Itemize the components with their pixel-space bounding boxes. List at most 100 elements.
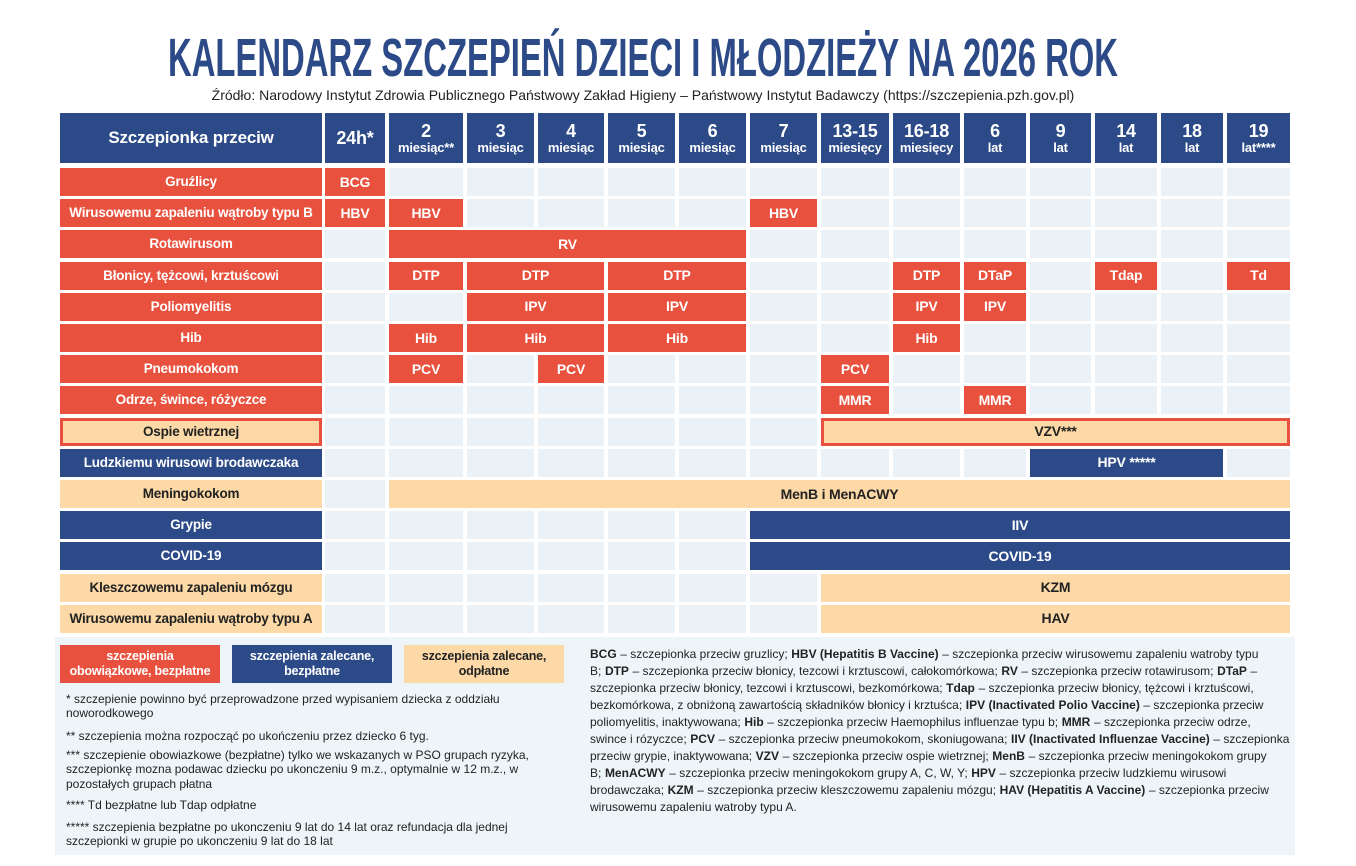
vaccine-cell: IPV xyxy=(467,292,604,321)
abbreviation-description: – szczepionka przeciw meningokokom grupy… xyxy=(590,749,1267,781)
vaccine-cell: IIV xyxy=(750,511,1290,540)
empty-cell xyxy=(964,199,1026,228)
empty-cell xyxy=(538,448,604,477)
abbreviation-description: – szczepionka przeciw kleszczowemu zapal… xyxy=(697,783,997,798)
vaccine-cell: Hib xyxy=(893,324,960,352)
abbreviation-description: – szczepionka przeciw ludzkiemu wirusowi… xyxy=(590,766,1227,798)
header-bottom: miesięcy xyxy=(828,139,882,155)
empty-cell xyxy=(1030,168,1091,196)
empty-cell xyxy=(679,417,746,446)
empty-cell xyxy=(538,168,604,196)
empty-cell xyxy=(1161,168,1223,196)
row-label: Odrze, śwince, różyczce xyxy=(60,386,322,415)
empty-cell xyxy=(1161,324,1223,352)
empty-cell xyxy=(821,168,889,196)
vaccine-cell: DTP xyxy=(467,261,604,290)
empty-cell xyxy=(821,261,889,290)
empty-cell xyxy=(964,168,1026,196)
empty-cell xyxy=(538,417,604,446)
row-label: Ospie wietrznej xyxy=(60,417,322,446)
vaccine-cell: BCG xyxy=(325,168,385,196)
empty-cell xyxy=(679,448,746,477)
empty-cell xyxy=(1161,386,1223,415)
row-label: Meningokokom xyxy=(60,480,322,508)
row-label: Kleszczowemu zapaleniu mózgu xyxy=(60,573,322,602)
header-cell: 3 miesiąc xyxy=(467,113,534,163)
empty-cell xyxy=(1161,261,1223,290)
empty-cell xyxy=(750,261,817,290)
empty-cell xyxy=(1227,168,1290,196)
title: KALENDARZ SZCZEPIEŃ DZIECI I MŁODZIEŻY N… xyxy=(168,28,1118,88)
empty-cell xyxy=(1161,292,1223,321)
header-top: 19 xyxy=(1248,120,1269,141)
vaccine-cell: DTP xyxy=(389,261,463,290)
vaccine-cell: PCV xyxy=(538,355,604,384)
vaccine-cell: HPV ***** xyxy=(1030,448,1223,477)
header-bottom: miesiąc xyxy=(547,139,595,155)
header-cell: 18 lat xyxy=(1161,113,1223,163)
empty-cell xyxy=(964,230,1026,259)
empty-cell xyxy=(679,604,746,633)
abbreviation: MMR xyxy=(1061,715,1091,730)
empty-cell xyxy=(608,511,675,540)
header-bottom: miesięcy xyxy=(899,139,954,155)
empty-cell xyxy=(1227,292,1290,321)
vaccine-cell: MMR xyxy=(821,386,889,415)
empty-cell xyxy=(1095,355,1157,384)
header-cell: Szczepionka przeciw xyxy=(60,113,322,163)
empty-cell xyxy=(389,604,463,633)
abbreviation: KZM xyxy=(667,783,694,798)
header-cell: 5 miesiąc xyxy=(608,113,675,163)
empty-cell xyxy=(1161,355,1223,384)
footnote: *** szczepienie obowiazkowe (bezpłatne) … xyxy=(66,748,529,791)
empty-cell xyxy=(1030,324,1091,352)
header-top: 14 xyxy=(1116,120,1136,141)
row-label: Poliomyelitis xyxy=(60,292,322,321)
empty-cell xyxy=(325,604,385,633)
empty-cell xyxy=(893,230,960,259)
header-cell: 4 miesiąc xyxy=(538,113,604,163)
footnote: **** Td bezpłatne lub Tdap odpłatne xyxy=(66,798,257,812)
header-cell: 14 lat xyxy=(1095,113,1157,163)
empty-cell xyxy=(467,168,534,196)
legend-box: szczepienia zalecane, bezpłatne xyxy=(232,645,392,683)
abbreviation-description: – szczepionka przeciw ospie wietrznej; xyxy=(782,749,989,764)
header-top: 16-18 xyxy=(903,120,950,141)
empty-cell xyxy=(538,573,604,602)
empty-cell xyxy=(389,168,463,196)
empty-cell xyxy=(893,199,960,228)
header-bottom: lat xyxy=(987,139,1003,155)
header-bottom: lat**** xyxy=(1241,139,1276,155)
vaccine-cell: IPV xyxy=(608,292,746,321)
abbreviation: MenACWY xyxy=(604,766,666,781)
footnote: * szczepienie powinno być przeprowadzone… xyxy=(66,692,500,721)
header-bottom: miesiąc** xyxy=(397,139,455,155)
row-label: Grypie xyxy=(60,511,322,540)
abbreviation: DTP xyxy=(604,664,629,679)
header-cell: 6 miesiąc xyxy=(679,113,746,163)
empty-cell xyxy=(750,355,817,384)
header-top: 9 xyxy=(1055,120,1066,141)
vaccine-cell: Tdap xyxy=(1095,261,1157,290)
vaccine-cell: Hib xyxy=(389,324,463,352)
empty-cell xyxy=(325,292,385,321)
header-cell: 9 lat xyxy=(1030,113,1091,163)
empty-cell xyxy=(679,386,746,415)
vaccine-cell: IPV xyxy=(893,292,960,321)
empty-cell xyxy=(608,448,675,477)
empty-cell xyxy=(467,417,534,446)
empty-cell xyxy=(389,511,463,540)
empty-cell xyxy=(467,604,534,633)
empty-cell xyxy=(821,448,889,477)
empty-cell xyxy=(821,292,889,321)
empty-cell xyxy=(325,355,385,384)
empty-cell xyxy=(467,511,534,540)
abbreviation: HAV (Hepatitis A Vaccine) xyxy=(999,783,1146,798)
vaccine-cell: MenB i MenACWY xyxy=(389,480,1290,508)
empty-cell xyxy=(679,511,746,540)
empty-cell xyxy=(467,199,534,228)
abbreviation-description: – szczepionka przeciw poliomyelitis, ina… xyxy=(590,698,1264,730)
